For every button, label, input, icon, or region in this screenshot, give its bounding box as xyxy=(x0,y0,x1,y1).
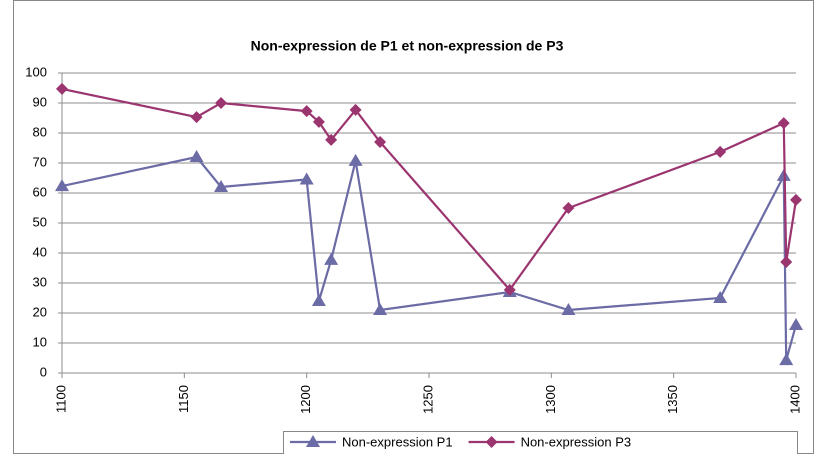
chart-title: Non-expression de P1 et non-expression d… xyxy=(251,38,564,54)
y-tick-label: 40 xyxy=(33,244,47,259)
legend-box xyxy=(283,431,798,454)
y-tick-label: 100 xyxy=(25,64,47,79)
x-tick-label: 1150 xyxy=(176,385,191,413)
x-tick-label: 1200 xyxy=(298,385,313,414)
marker xyxy=(777,117,790,130)
marker xyxy=(324,252,339,265)
x-tick-label: 1250 xyxy=(420,385,435,414)
legend-label: Non-expression P1 xyxy=(342,434,453,449)
x-tick-label: 1100 xyxy=(53,385,68,413)
marker xyxy=(780,256,793,268)
marker xyxy=(56,82,68,95)
x-tick-label: 1400 xyxy=(787,385,802,414)
marker xyxy=(189,150,204,162)
marker xyxy=(790,193,802,206)
marker xyxy=(214,180,229,192)
y-tick-label: 10 xyxy=(33,334,47,349)
y-tick-label: 90 xyxy=(33,94,47,109)
y-tick-label: 20 xyxy=(33,304,47,319)
marker xyxy=(373,303,388,315)
y-tick-label: 60 xyxy=(33,184,47,199)
marker xyxy=(713,291,728,303)
marker xyxy=(325,133,338,146)
marker xyxy=(349,103,362,116)
x-tick-label: 1300 xyxy=(543,385,558,414)
marker xyxy=(714,145,727,158)
marker xyxy=(562,202,575,214)
y-tick-label: 80 xyxy=(33,124,47,139)
y-tick-label: 30 xyxy=(33,274,47,289)
y-tick-label: 70 xyxy=(33,154,47,169)
marker xyxy=(215,97,228,109)
marker xyxy=(312,115,325,128)
marker xyxy=(374,136,387,148)
series-line xyxy=(61,155,798,361)
x-tick-label: 1350 xyxy=(665,385,680,414)
marker xyxy=(300,105,313,118)
y-tick-label: 0 xyxy=(40,364,47,379)
marker xyxy=(348,153,363,166)
marker xyxy=(55,179,69,192)
marker xyxy=(311,294,326,306)
series-line xyxy=(61,87,798,292)
marker xyxy=(779,353,794,366)
marker xyxy=(789,318,803,330)
chart-frame xyxy=(13,0,814,454)
marker xyxy=(306,435,320,447)
marker xyxy=(485,436,498,448)
legend-label: Non-expression P3 xyxy=(521,434,632,449)
y-tick-label: 50 xyxy=(33,214,47,229)
marker xyxy=(503,283,516,296)
marker xyxy=(299,172,314,185)
marker xyxy=(561,303,576,315)
marker xyxy=(190,111,203,124)
